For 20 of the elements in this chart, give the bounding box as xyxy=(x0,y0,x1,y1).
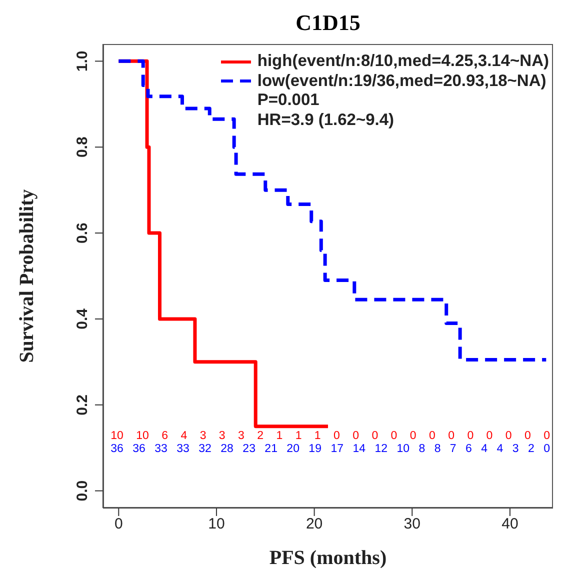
x-tick-label: 30 xyxy=(404,516,420,533)
annotation: 36 36 33 33 32 28 23 21 20 19 17 14 12 10 8 8 7 6 4 4 3 2 0 xyxy=(110,443,550,456)
annotation: HR=3.9 (1.62~9.4) xyxy=(256,110,396,130)
y-tick-label: 0.2 xyxy=(74,394,91,416)
y-tick-label: 0.4 xyxy=(74,308,91,330)
x-axis-title: PFS (months) xyxy=(269,547,387,569)
annotation: P=0.001 xyxy=(256,91,320,111)
chart-title: C1D15 xyxy=(294,9,362,37)
annotation: 10 10 6 4 3 3 3 2 1 1 1 0 0 0 0 0 0 0 0 0 0 0 0 xyxy=(110,430,550,443)
y-tick-label: 0.8 xyxy=(74,136,91,158)
legend-label: low(event/n:19/36,med=20.93,18~NA) xyxy=(257,72,546,92)
x-tick-label: 10 xyxy=(208,516,225,533)
y-tick-label: 0.0 xyxy=(74,480,91,502)
y-axis-title: Survival Probability xyxy=(16,189,38,363)
x-tick-label: 40 xyxy=(502,516,518,533)
legend-label: high(event/n:8/10,med=4.25,3.14~NA) xyxy=(257,52,549,72)
x-tick-label: 20 xyxy=(306,516,323,533)
y-tick-label: 0.6 xyxy=(74,222,91,244)
x-tick-label: 0 xyxy=(114,516,123,533)
y-tick-label: 1.0 xyxy=(74,50,91,72)
